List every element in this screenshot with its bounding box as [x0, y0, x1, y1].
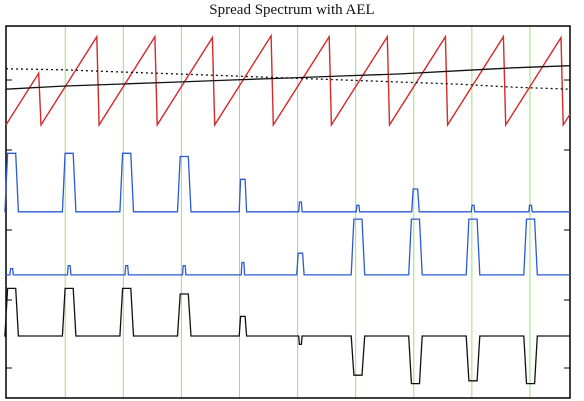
series-panel-1 — [4, 152, 570, 213]
series-rising-line — [5, 65, 571, 90]
series-sawtooth — [5, 33, 571, 128]
series-falling-line — [5, 68, 571, 90]
chart-title: Spread Spectrum with AEL — [209, 2, 375, 18]
series-panel-2 — [6, 218, 570, 276]
series-panel-3 — [4, 287, 570, 385]
